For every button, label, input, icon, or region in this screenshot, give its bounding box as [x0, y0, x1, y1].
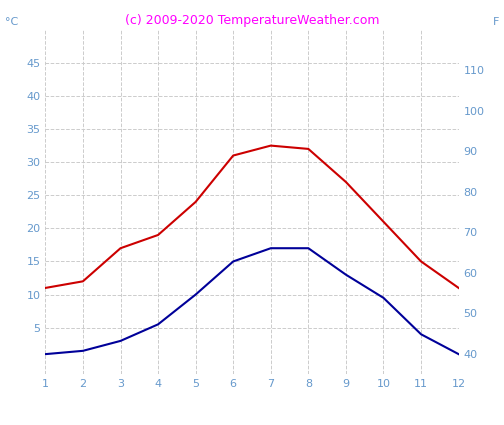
Text: °C: °C — [5, 17, 18, 27]
Text: F: F — [492, 17, 499, 27]
Title: (c) 2009-2020 TemperatureWeather.com: (c) 2009-2020 TemperatureWeather.com — [125, 14, 379, 27]
